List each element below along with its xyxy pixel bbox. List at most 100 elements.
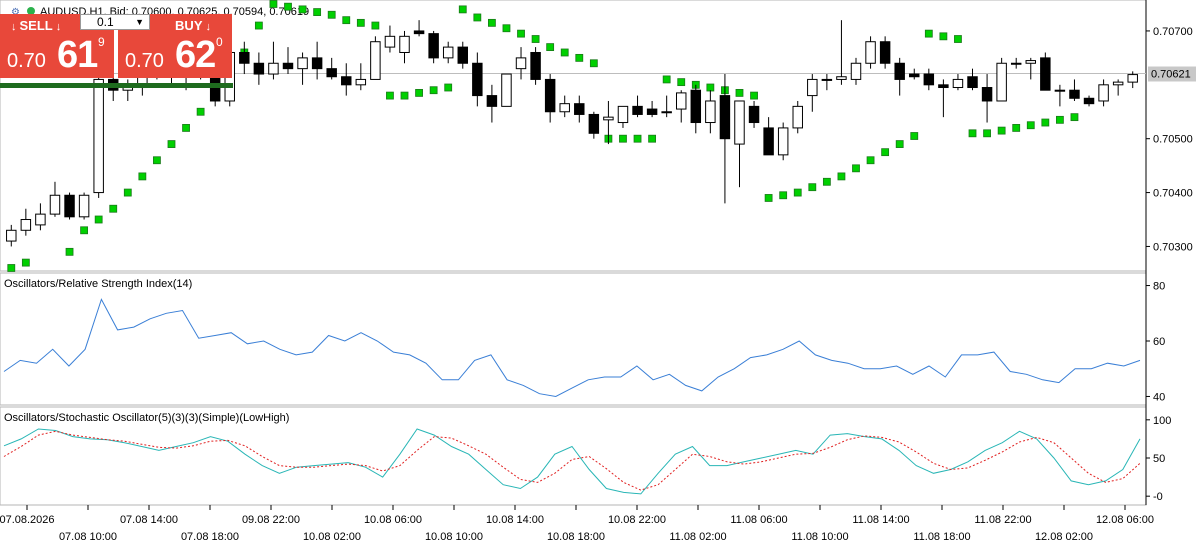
sar-dot xyxy=(313,8,322,16)
time-label-bottom: 10.08 02:00 xyxy=(303,531,361,543)
time-axis: 07.08.2026 07.08 14:00 09.08 22:00 10.08 06… xyxy=(0,505,1154,543)
sar-dot xyxy=(153,156,161,165)
sar-dot xyxy=(735,88,744,97)
candle-bullish xyxy=(850,62,862,80)
sar-dot xyxy=(983,129,991,138)
sar-dot xyxy=(677,78,686,87)
candle-bearish xyxy=(879,41,891,64)
candle-bullish xyxy=(865,41,876,64)
gear-icon[interactable]: ⚙ xyxy=(11,7,20,18)
candle-bearish xyxy=(690,89,702,124)
candle-bearish xyxy=(253,62,265,75)
sar-dot xyxy=(895,140,904,148)
sar-dot xyxy=(356,18,365,27)
buy-price-pips: 62 xyxy=(175,34,216,76)
sell-price-pips: 61 xyxy=(57,34,98,76)
sar-dot xyxy=(342,16,351,25)
candle-bullish xyxy=(1098,84,1109,102)
lot-size-select[interactable]: 0.1 ▼ xyxy=(80,14,150,30)
sar-dot xyxy=(852,164,860,173)
sar-dot xyxy=(327,10,336,19)
sell-price-prefix: 0.70 xyxy=(7,50,46,72)
sar-dot xyxy=(123,188,132,197)
sar-dot xyxy=(633,134,642,143)
candle-bullish xyxy=(297,57,308,70)
sar-dot xyxy=(662,75,671,84)
candle-bearish xyxy=(1083,97,1095,105)
trade-panel-bar xyxy=(0,83,233,88)
candle-bullish xyxy=(734,100,745,145)
time-label-top: 10.08 14:00 xyxy=(486,514,544,526)
candle-bearish xyxy=(1040,57,1051,91)
time-label-bottom: 12.08 02:00 xyxy=(1035,531,1093,543)
connection-status-icon xyxy=(27,7,35,15)
candle-bearish xyxy=(282,62,294,70)
candle-bullish xyxy=(515,57,527,70)
sar-dot xyxy=(371,21,380,30)
candle-bullish xyxy=(777,127,789,156)
sar-dot xyxy=(575,53,584,62)
time-label-top: 07.08 14:00 xyxy=(120,514,178,526)
sar-dot xyxy=(138,172,147,181)
rsi-tick-label: 40 xyxy=(1153,391,1165,403)
candle-bullish xyxy=(792,105,803,129)
sar-dot xyxy=(997,126,1006,135)
rsi-axis: 80 60 40 xyxy=(1146,281,1165,403)
sar-dot xyxy=(458,5,467,14)
candle-bullish xyxy=(1127,74,1138,83)
sar-dot xyxy=(284,2,292,11)
sar-dot xyxy=(21,258,30,267)
candle-bullish xyxy=(1112,81,1124,86)
price-tick-label: 0.70400 xyxy=(1153,188,1193,200)
candle-bearish xyxy=(239,51,250,64)
time-label-top: 07.08.2026 xyxy=(0,514,55,526)
candle-bullish xyxy=(384,35,396,48)
candle-bearish xyxy=(486,95,498,107)
sar-dot xyxy=(94,215,103,224)
sar-dot xyxy=(881,148,890,157)
sar-dot xyxy=(182,124,190,132)
rsi-panel-frame xyxy=(0,272,1147,406)
price-tick-label: 0.70700 xyxy=(1153,26,1193,38)
sar-dot xyxy=(793,188,802,197)
lot-size-value: 0.1 xyxy=(97,15,114,29)
candle-bullish xyxy=(1025,60,1037,64)
candle-bullish xyxy=(836,76,847,80)
sar-dot xyxy=(167,140,176,148)
sar-dot xyxy=(298,5,307,14)
stoch-panel-frame xyxy=(0,406,1147,506)
candle-bearish xyxy=(981,87,993,102)
time-label-top: 09.08 22:00 xyxy=(242,514,300,526)
price-tick-label: 0.70300 xyxy=(1153,241,1193,253)
candle-bullish xyxy=(705,100,716,124)
candle-bearish xyxy=(428,33,439,59)
time-label-top: 11.08 06:00 xyxy=(730,514,787,526)
candle-bullish xyxy=(1010,62,1022,65)
buy-arrow-icon: ↓ xyxy=(205,21,212,33)
sar-dot xyxy=(589,59,598,68)
sar-dot xyxy=(706,83,715,92)
sar-dot xyxy=(269,0,278,8)
candle-bearish xyxy=(646,108,658,115)
chevron-down-icon: ▼ xyxy=(135,17,144,27)
sar-dot xyxy=(866,156,875,165)
stoch-tick-label: 50 xyxy=(1153,453,1165,465)
candle-bullish xyxy=(807,78,818,97)
candle-bullish xyxy=(821,78,833,81)
time-label-bottom: 11.08 02:00 xyxy=(669,531,726,543)
sell-label: SELL xyxy=(19,18,53,33)
time-label-top: 12.08 06:00 xyxy=(1096,514,1154,526)
candle-bearish xyxy=(894,62,905,80)
sar-dot xyxy=(910,132,919,140)
sar-dot xyxy=(939,32,948,41)
current-price-tag xyxy=(1148,66,1196,82)
candle-bearish xyxy=(413,30,425,35)
candle-bullish xyxy=(996,62,1007,102)
rsi-line xyxy=(3,298,1141,398)
sar-dot xyxy=(254,21,263,30)
candle-bearish xyxy=(923,73,935,86)
candle-bullish xyxy=(78,194,90,218)
sar-dot xyxy=(1055,115,1064,124)
candle-bearish xyxy=(938,84,949,89)
